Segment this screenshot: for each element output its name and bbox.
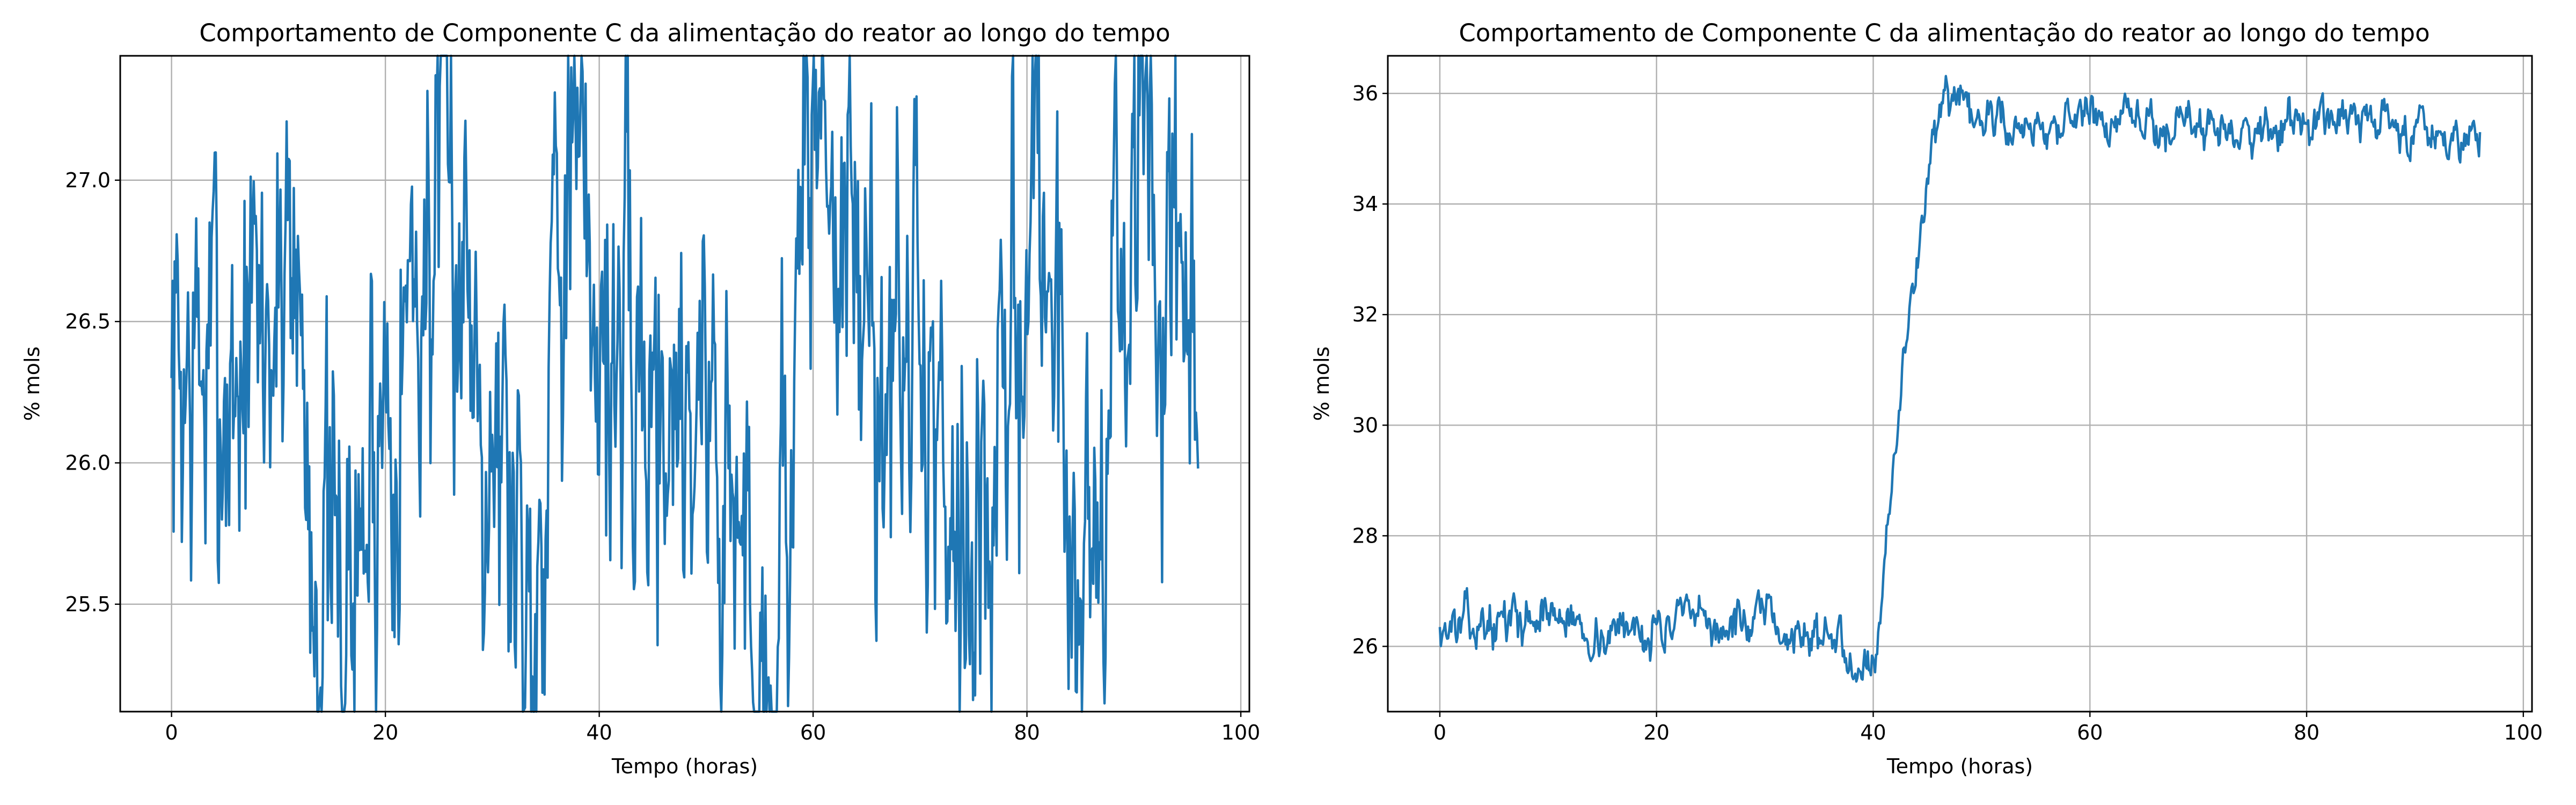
chart-left-axes-frame (119, 55, 1250, 713)
chart-left-y-axis-label: % mols (20, 347, 44, 421)
chart-right: Comportamento de Componente C da aliment… (1310, 19, 2543, 778)
chart-left-title: Comportamento de Componente C da aliment… (199, 19, 1170, 47)
chart-right-y-tick-label: 28 (1352, 524, 1378, 547)
chart-left-y-tick-label: 26.5 (65, 310, 111, 333)
chart-right-series-line (1438, 75, 2482, 683)
chart-right-title: Comportamento de Componente C da aliment… (1459, 19, 2429, 47)
chart-left: Comportamento de Componente C da aliment… (20, 19, 1260, 778)
chart-right-axes-frame (1387, 55, 2533, 713)
chart-left-x-tick-label: 0 (165, 721, 178, 744)
chart-right-y-tick-label: 32 (1352, 303, 1378, 326)
chart-right-y-tick-label: 34 (1352, 192, 1378, 216)
chart-right-y-tick-label: 36 (1352, 82, 1378, 105)
chart-right-series (1438, 75, 2482, 683)
chart-right-y-axis-label: % mols (1310, 347, 1334, 421)
chart-right-x-tick-label: 0 (1433, 721, 1446, 744)
chart-right-x-tick-label: 20 (1644, 721, 1670, 744)
chart-left-x-tick-label: 40 (586, 721, 612, 744)
chart-left-y-tick-label: 25.5 (65, 592, 111, 616)
chart-right-ticks: 0 20 40 60 80 100 26 28 30 32 34 36 (1352, 82, 2543, 744)
chart-left-ticks: 0 20 40 60 80 100 25.5 26.0 26.5 27.0 (65, 169, 1260, 744)
chart-left-x-tick-label: 100 (1221, 721, 1261, 744)
chart-right-x-tick-label: 60 (2077, 721, 2103, 744)
chart-left-y-tick-label: 26.0 (65, 451, 111, 474)
chart-right-grid (1388, 56, 2532, 712)
chart-left-x-tick-label: 80 (1014, 721, 1040, 744)
chart-left-x-axis-label: Tempo (horas) (611, 755, 758, 778)
chart-right-x-tick-label: 40 (1860, 721, 1886, 744)
chart-left-y-tick-label: 27.0 (65, 169, 111, 192)
chart-right-y-tick-label: 26 (1352, 634, 1378, 658)
chart-right-y-tick-label: 30 (1352, 413, 1378, 437)
chart-right-x-tick-label: 80 (2294, 721, 2319, 744)
chart-right-x-tick-label: 100 (2504, 721, 2543, 744)
chart-left-x-tick-label: 60 (800, 721, 826, 744)
chart-right-x-axis-label: Tempo (horas) (1886, 755, 2033, 778)
chart-left-x-tick-label: 20 (372, 721, 398, 744)
